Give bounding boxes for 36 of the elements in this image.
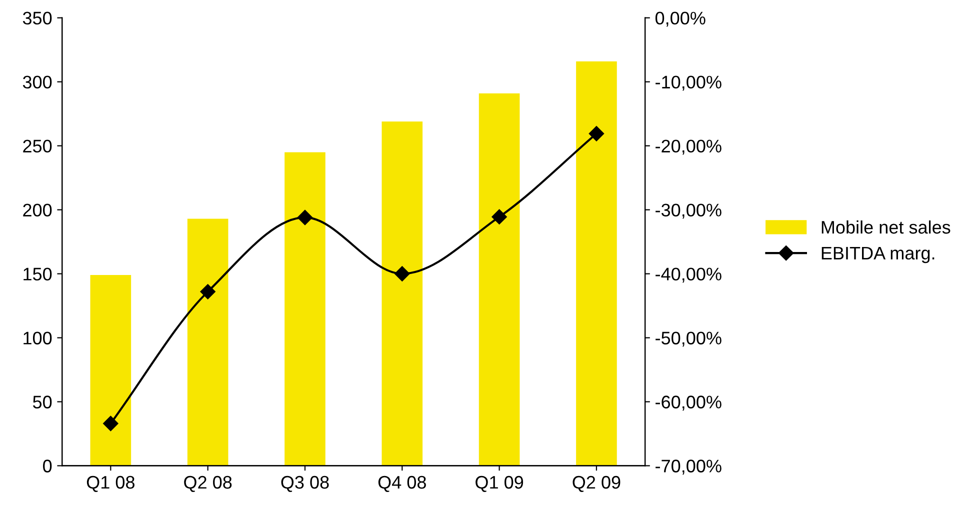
point: [588, 126, 604, 142]
x-tick-label: Q1 09: [476, 476, 524, 492]
y-tick-label: 50: [33, 396, 52, 408]
point: [394, 266, 410, 282]
bar: [576, 61, 617, 466]
legend-label: Mobile net sales: [822, 220, 950, 234]
bar: [187, 218, 228, 466]
x-tick-label: Q1 08: [86, 476, 134, 492]
y-tick-label: 150: [24, 268, 52, 280]
bar: [284, 152, 326, 466]
point: [297, 210, 313, 226]
y2-tick-label: 0,00%: [655, 12, 706, 27]
bar: [478, 93, 520, 466]
y2-tick-label: -40,00%: [656, 268, 722, 283]
point: [492, 209, 507, 224]
y2-tick-label: -70,00%: [656, 460, 722, 475]
y2-tick-label: -60,00%: [656, 396, 722, 411]
y2-tick-label: -50,00%: [656, 332, 722, 347]
y-tick-label: 100: [24, 332, 52, 344]
x-tick-label: Q3 08: [281, 476, 329, 492]
point: [200, 284, 216, 300]
y-tick-label: 0: [43, 460, 52, 472]
y-tick-label: 250: [23, 140, 52, 153]
y2-tick-label: -30,00%: [656, 204, 722, 219]
x-tick-label: Q2 09: [572, 476, 620, 492]
y-tick-label: 300: [22, 76, 52, 89]
bar: [90, 275, 132, 466]
x-tick-label: Q4 08: [378, 476, 426, 492]
legend-label: EBITDA marg.: [822, 246, 934, 264]
y2-tick-label: -20,00%: [656, 140, 722, 155]
point: [103, 416, 118, 432]
y2-tick-label: -10,00%: [656, 76, 722, 91]
y-tick-label: 200: [23, 204, 52, 216]
x-tick-label: Q2 08: [184, 476, 232, 492]
y-tick-label: 350: [22, 12, 52, 25]
bar: [382, 121, 423, 466]
